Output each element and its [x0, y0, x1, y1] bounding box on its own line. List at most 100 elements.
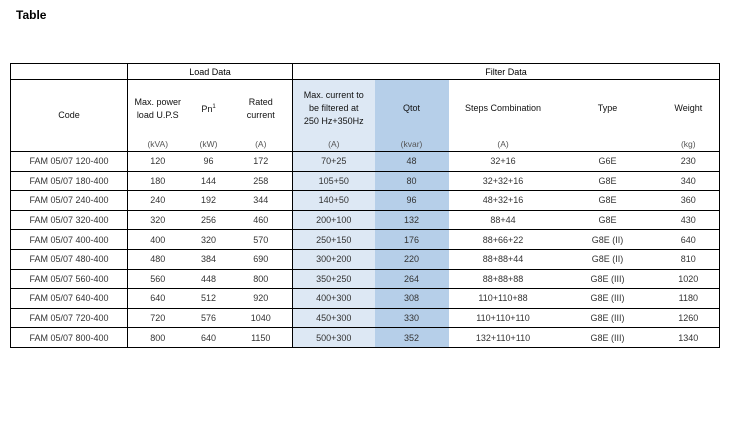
header-max-power: Max. power load U.P.S	[127, 79, 188, 137]
cell-max-current: 70+25	[292, 151, 375, 172]
cell-rated: 570	[229, 229, 293, 250]
cell-pn: 320	[187, 229, 230, 250]
cell-power: 180	[127, 171, 188, 192]
cell-weight: 1020	[657, 269, 720, 290]
cell-max-current: 400+300	[292, 288, 375, 309]
header-weight: Weight	[674, 103, 703, 113]
cell-steps: 48+32+16	[448, 190, 558, 211]
cell-power: 720	[127, 308, 188, 329]
cell-power: 320	[127, 210, 188, 231]
table-row: FAM 05/07 180-400 180 144 258 105+50 80 …	[10, 171, 720, 192]
cell-weight: 1260	[657, 308, 720, 329]
cell-max-current: 500+300	[292, 327, 375, 348]
cell-type: G8E	[557, 171, 658, 192]
cell-qtot: 220	[374, 249, 449, 270]
cell-power: 480	[127, 249, 188, 270]
cell-steps: 88+88+88	[448, 269, 558, 290]
header-maxcur-line1: Max. current to	[303, 90, 364, 100]
cell-pn: 96	[187, 151, 230, 172]
cell-qtot: 330	[374, 308, 449, 329]
header-max-power-line1: Max. power	[134, 96, 182, 107]
data-table: Load Data Filter Data Code Max. power lo…	[10, 63, 721, 348]
cell-weight: 360	[657, 190, 720, 211]
cell-weight: 340	[657, 171, 720, 192]
cell-max-current: 200+100	[292, 210, 375, 231]
cell-steps: 132+110+110	[448, 327, 558, 348]
cell-rated: 690	[229, 249, 293, 270]
cell-code: FAM 05/07 800-400	[10, 327, 128, 348]
cell-qtot: 132	[374, 210, 449, 231]
table-row: FAM 05/07 120-400 120 96 172 70+25 48 32…	[10, 151, 720, 172]
cell-max-current: 350+250	[292, 269, 375, 290]
table-row: FAM 05/07 240-400 240 192 344 140+50 96 …	[10, 190, 720, 211]
cell-pn: 512	[187, 288, 230, 309]
cell-rated: 920	[229, 288, 293, 309]
cell-pn: 192	[187, 190, 230, 211]
cell-code: FAM 05/07 400-400	[10, 229, 128, 250]
cell-pn: 640	[187, 327, 230, 348]
table-row: FAM 05/07 720-400 720 576 1040 450+300 3…	[10, 308, 720, 329]
header-rated-line1: Rated	[248, 96, 273, 107]
cell-type: G8E	[557, 210, 658, 231]
table-row: FAM 05/07 320-400 320 256 460 200+100 13…	[10, 210, 720, 231]
cell-code: FAM 05/07 480-400	[10, 249, 128, 270]
cell-max-current: 300+200	[292, 249, 375, 270]
unit-row: (kVA) (kW) (A) (A) (kvar) (A) (kg)	[11, 137, 720, 152]
cell-max-current: 105+50	[292, 171, 375, 192]
table-row: FAM 05/07 560-400 560 448 800 350+250 26…	[10, 269, 720, 290]
table-row: FAM 05/07 480-400 480 384 690 300+200 22…	[10, 249, 720, 270]
cell-type: G8E (III)	[557, 308, 658, 329]
header-pn: Pn1	[188, 80, 230, 138]
group-header-row: Load Data Filter Data	[10, 63, 720, 80]
header-steps: Steps Combination	[465, 103, 542, 113]
header-maxcur-line2: be filtered at	[309, 103, 359, 113]
unit-rated: (A)	[229, 137, 293, 152]
cell-max-current: 250+150	[292, 229, 375, 250]
header-pn-label: Pn	[201, 104, 213, 114]
cell-steps: 32+16	[448, 151, 558, 172]
cell-power: 400	[127, 229, 188, 250]
header-rated-line2: current	[246, 109, 275, 120]
cell-pn: 256	[187, 210, 230, 231]
cell-steps: 88+44	[448, 210, 558, 231]
cell-type: G8E (III)	[557, 269, 658, 290]
cell-rated: 1150	[229, 327, 293, 348]
unit-weight: (kg)	[657, 137, 720, 152]
cell-pn: 384	[187, 249, 230, 270]
cell-weight: 430	[657, 210, 720, 231]
cell-steps: 88+88+44	[448, 249, 558, 270]
cell-qtot: 176	[374, 229, 449, 250]
header-type: Type	[597, 103, 618, 113]
cell-weight: 1180	[657, 288, 720, 309]
cell-steps: 32+32+16	[448, 171, 558, 192]
unit-qtot: (kvar)	[374, 137, 449, 152]
cell-code: FAM 05/07 560-400	[10, 269, 128, 290]
header-code: Code	[10, 79, 128, 152]
cell-weight: 640	[657, 229, 720, 250]
cell-rated: 800	[229, 269, 293, 290]
cell-qtot: 48	[374, 151, 449, 172]
cell-type: G8E	[557, 190, 658, 211]
cell-code: FAM 05/07 640-400	[10, 288, 128, 309]
cell-max-current: 450+300	[292, 308, 375, 329]
group-filter-data: Filter Data	[292, 63, 720, 80]
cell-rated: 1040	[229, 308, 293, 329]
unit-pn: (kW)	[187, 137, 230, 152]
cell-type: G8E (III)	[557, 288, 658, 309]
group-load-data: Load Data	[126, 63, 293, 80]
cell-power: 560	[127, 269, 188, 290]
cell-weight: 230	[657, 151, 720, 172]
cell-rated: 172	[229, 151, 293, 172]
cell-power: 640	[127, 288, 188, 309]
cell-rated: 344	[229, 190, 293, 211]
header-qtot: Qtot	[374, 79, 449, 137]
group-empty-cell	[10, 63, 128, 80]
cell-type: G6E	[557, 151, 658, 172]
cell-qtot: 308	[374, 288, 449, 309]
header-max-current: Max. current to be filtered at 250 Hz+35…	[292, 79, 375, 137]
cell-max-current: 140+50	[292, 190, 375, 211]
cell-type: G8E (II)	[557, 229, 658, 250]
page-title: Table	[16, 8, 47, 22]
unit-max-power: (kVA)	[127, 137, 188, 152]
cell-qtot: 264	[374, 269, 449, 290]
